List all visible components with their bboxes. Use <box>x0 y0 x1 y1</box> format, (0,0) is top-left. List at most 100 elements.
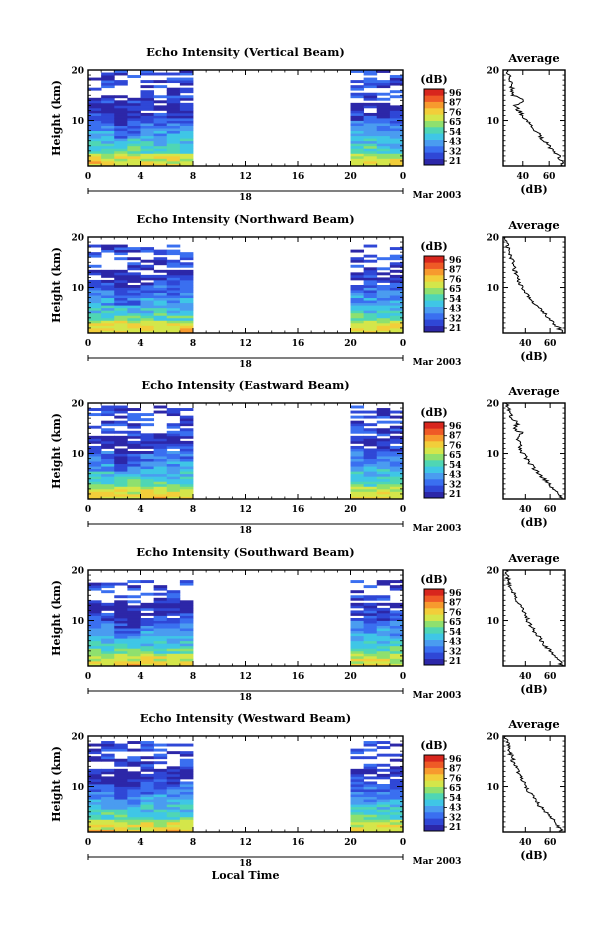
heatmap-cell <box>179 799 194 803</box>
y-axis-label: Height (km) <box>50 80 63 156</box>
heatmap-cell <box>140 794 155 798</box>
heatmap-cell <box>363 120 378 124</box>
heatmap-cell <box>88 660 102 664</box>
heatmap-cell <box>389 658 404 662</box>
heatmap-cell <box>153 635 168 639</box>
heatmap-cell <box>350 80 365 84</box>
colorbar-segment <box>424 158 444 166</box>
heatmap-cell <box>114 481 128 485</box>
heatmap-cell <box>389 653 404 657</box>
heatmap-cell <box>153 491 168 495</box>
avg-x-tick-label: 60 <box>543 172 556 182</box>
heatmap-cell <box>389 488 404 492</box>
colorbar-segment <box>424 127 444 134</box>
heatmap-cell <box>363 633 378 637</box>
heatmap-cell <box>363 771 378 775</box>
heatmap-cell <box>350 405 365 409</box>
heatmap-cell <box>363 272 378 276</box>
heatmap-cell <box>88 322 102 326</box>
heatmap-cell <box>153 80 168 84</box>
heatmap-cell <box>88 320 102 324</box>
heatmap-cell <box>101 655 115 659</box>
heatmap-cell <box>153 753 168 757</box>
colorbar-segment <box>424 658 444 666</box>
colorbar-segment <box>424 133 444 140</box>
colorbar-segment <box>424 639 444 647</box>
heatmap-cell <box>101 615 115 619</box>
heatmap-cell <box>389 771 404 775</box>
heatmap-cell <box>140 307 155 311</box>
heatmap-cell <box>140 418 155 422</box>
heatmap-cell <box>127 478 141 482</box>
heatmap-cell <box>153 618 168 621</box>
heatmap-cell <box>114 463 128 467</box>
heatmap-cell <box>114 315 128 319</box>
heatmap-cell <box>101 135 115 139</box>
heatmap-cell <box>179 809 194 813</box>
heatmap-cell <box>179 811 194 815</box>
heatmap-cell <box>389 287 404 291</box>
heatmap-cell <box>114 320 128 324</box>
heatmap-cell <box>363 305 378 309</box>
heatmap-cell <box>350 295 365 299</box>
colorbar-tick-label: 21 <box>449 823 462 833</box>
heatmap-cell <box>140 158 155 162</box>
heatmap-cell <box>363 597 378 601</box>
heatmap-cell <box>363 620 378 624</box>
heatmap-cell <box>389 130 404 134</box>
colorbar-tick-label: 87 <box>449 99 462 109</box>
heatmap-cell <box>140 327 155 331</box>
heatmap-cell <box>101 778 115 782</box>
colorbar-tick-label: 76 <box>449 608 462 618</box>
heatmap-cell <box>166 300 181 304</box>
heatmap-cell <box>127 145 141 149</box>
colorbar-segment <box>424 428 444 435</box>
heatmap-cell <box>389 82 404 86</box>
heatmap-cell <box>101 635 115 639</box>
colorbar-frame <box>423 588 445 666</box>
heatmap-cell <box>127 476 141 480</box>
heatmap-cell <box>114 653 128 657</box>
heatmap-cell <box>114 811 128 815</box>
x-tick-label: 0 <box>85 505 91 515</box>
heatmap-cell <box>140 473 155 477</box>
heatmap-cell <box>389 784 404 787</box>
heatmap-cell <box>140 824 155 828</box>
heatmap-cell <box>127 791 141 795</box>
heatmap-cell <box>166 140 181 144</box>
heatmap-cell <box>153 163 168 167</box>
colorbar-tick-label: 32 <box>449 647 462 657</box>
heatmap-cell <box>376 468 391 472</box>
heatmap-cell <box>114 330 128 334</box>
heatmap-cell <box>88 463 102 467</box>
heatmap-cell <box>127 809 141 813</box>
heatmap-cell <box>101 796 115 800</box>
heatmap-cell <box>389 320 404 324</box>
heatmap-cell <box>101 97 115 101</box>
heatmap-cell <box>88 287 102 291</box>
heatmap-cell <box>140 741 155 744</box>
heatmap-cell <box>127 821 141 825</box>
date-tick-label: 18 <box>239 360 252 370</box>
heatmap-cell <box>101 758 115 762</box>
heatmap-cell <box>140 773 155 777</box>
colorbar-segment <box>424 780 444 787</box>
heatmap-cell <box>166 463 181 467</box>
heatmap-cell <box>179 766 194 770</box>
heatmap-cell <box>140 633 155 637</box>
colorbar-segment <box>424 108 444 115</box>
heatmap-cell <box>88 105 102 109</box>
heatmap-cell <box>114 796 128 800</box>
heatmap-cell <box>153 85 168 89</box>
heatmap-cell <box>153 493 168 497</box>
heatmap-cell <box>376 633 391 637</box>
heatmap-cell <box>88 128 102 132</box>
heatmap-cell <box>114 768 128 772</box>
heatmap-cell <box>88 650 102 654</box>
heatmap-cell <box>179 466 194 470</box>
heatmap-cell <box>153 602 168 606</box>
heatmap-cell <box>101 120 115 124</box>
heatmap-cell <box>389 663 404 667</box>
heatmap-cell <box>101 756 115 760</box>
heatmap-cell <box>127 277 141 281</box>
